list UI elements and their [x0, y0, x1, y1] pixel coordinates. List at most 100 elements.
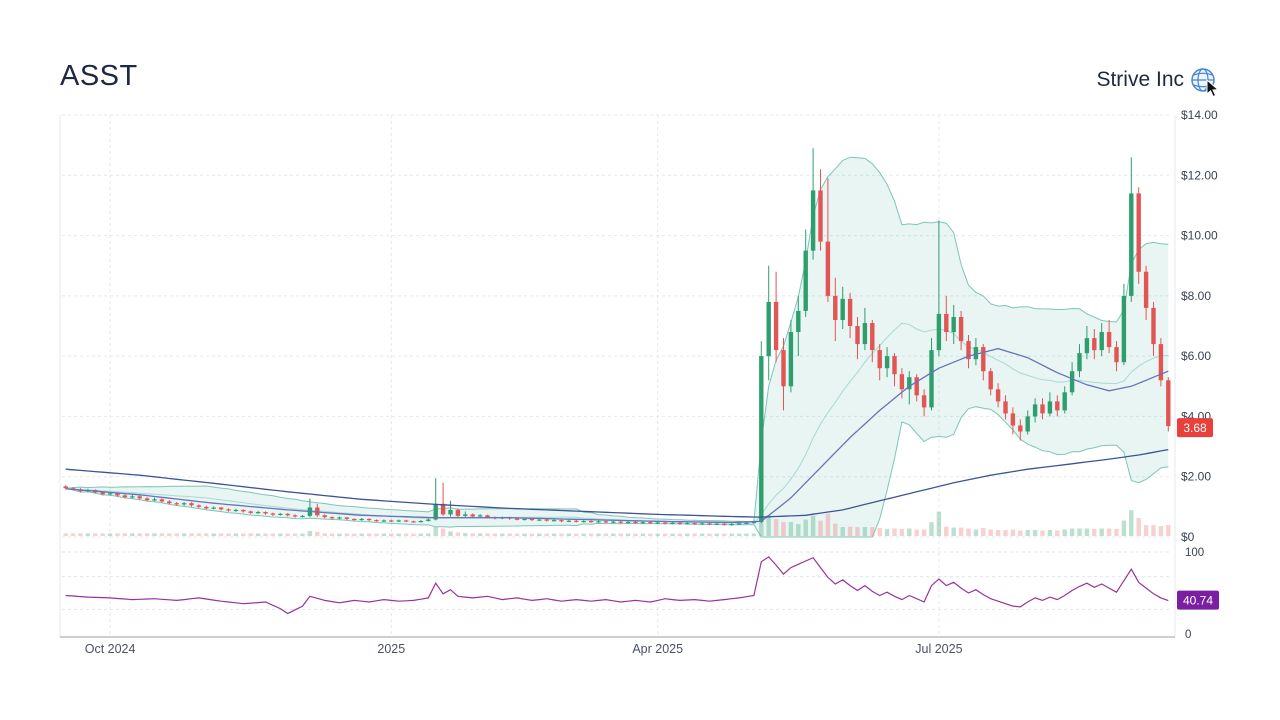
volume-bar	[1136, 518, 1141, 536]
candle-body	[655, 522, 660, 524]
price-tick-label: $10.00	[1181, 229, 1218, 243]
volume-bar	[581, 533, 586, 536]
volume-bar	[381, 533, 387, 536]
candle-body	[463, 514, 468, 516]
volume-bar	[263, 533, 268, 536]
volume-bar	[588, 533, 594, 536]
candle-body	[1018, 425, 1023, 432]
volume-bar	[1062, 529, 1067, 536]
volume-bar	[352, 533, 357, 536]
volume-bar	[1121, 520, 1127, 536]
volume-bar	[492, 533, 498, 536]
sma-slow-line	[65, 448, 1169, 518]
candle-body	[522, 518, 527, 521]
volume-bar	[640, 533, 646, 536]
candle-body	[662, 522, 668, 524]
candle-body	[1121, 295, 1127, 363]
volume-bar	[625, 533, 631, 536]
volume-bar	[818, 520, 823, 536]
price-tick-label: $12.00	[1181, 168, 1218, 182]
candle-body	[677, 522, 683, 524]
candle-body	[825, 241, 831, 296]
volume-bar	[167, 533, 172, 536]
candle-body	[884, 356, 890, 369]
candle-body	[1047, 401, 1053, 414]
volume-bar	[603, 533, 609, 536]
volume-bar	[929, 522, 934, 536]
candle-body	[300, 515, 305, 518]
volume-bar	[300, 533, 305, 536]
x-axis-label: Oct 2024	[85, 642, 136, 656]
candle-body	[433, 503, 438, 520]
candle-body	[115, 493, 120, 496]
candle-body	[759, 356, 764, 522]
volume-bar	[470, 533, 475, 536]
candle-body	[144, 498, 150, 501]
volume-bar	[241, 533, 246, 536]
price-tick-label: $2.00	[1181, 470, 1211, 484]
bollinger-upper-line	[65, 156, 1169, 522]
price-badge-text: 3.68	[1183, 421, 1207, 435]
volume-bar	[389, 533, 394, 536]
x-axis-label: 2025	[377, 642, 405, 656]
candle-body	[196, 505, 202, 507]
candle-body	[1010, 413, 1016, 426]
volume-bar	[1018, 530, 1023, 536]
volume-bar	[773, 519, 779, 536]
volume-bar	[322, 533, 327, 536]
price-tick-label: $6.00	[1181, 349, 1211, 363]
volume-bar	[685, 533, 690, 536]
candle-body	[418, 521, 424, 523]
candle-body	[833, 295, 838, 320]
candle-body	[618, 521, 623, 523]
volume-bar	[329, 533, 335, 536]
candle-body	[470, 514, 475, 517]
candle-body	[551, 520, 557, 522]
volume-bar	[396, 533, 401, 536]
volume-bar	[707, 533, 712, 536]
volume-bar	[63, 533, 68, 536]
candle-body	[596, 521, 601, 523]
volume-bar	[870, 527, 875, 536]
volume-bar	[285, 533, 290, 536]
volume-bar	[130, 533, 135, 536]
volume-bar	[1047, 530, 1053, 536]
volume-bar	[189, 533, 194, 536]
candle-body	[218, 507, 224, 510]
candle-body	[862, 323, 868, 345]
volume-bar	[729, 533, 734, 536]
candle-body	[63, 486, 68, 489]
volume-bar	[463, 533, 468, 536]
volume-bar	[529, 533, 535, 536]
candle-body	[981, 347, 986, 372]
volume-bar	[766, 515, 771, 536]
candle-body	[366, 518, 372, 521]
volume-bar	[973, 529, 979, 536]
candle-body	[958, 317, 964, 342]
volume-bar	[278, 533, 283, 536]
volume-bar	[174, 533, 179, 536]
candle-body	[167, 501, 172, 504]
sma-fast-line	[65, 347, 1169, 524]
candle-body	[847, 298, 853, 326]
candle-body	[973, 347, 979, 360]
candle-body	[588, 521, 594, 523]
volume-bar	[226, 533, 231, 536]
candle-body	[781, 350, 786, 387]
volume-bar	[78, 533, 83, 536]
candle-body	[181, 503, 187, 505]
volume-bar	[884, 529, 890, 536]
candle-body	[1055, 401, 1060, 411]
volume-bar	[418, 533, 424, 536]
candle-body	[455, 509, 461, 516]
volume-bar	[433, 527, 438, 536]
volume-bar	[144, 533, 150, 536]
company-name: Strive Inc	[1096, 68, 1184, 91]
volume-bar	[788, 522, 794, 536]
candle-body	[818, 190, 823, 242]
volume-bar	[736, 533, 742, 536]
bollinger-lower-line	[65, 406, 1169, 538]
volume-bar	[1077, 528, 1082, 536]
volume-bar	[537, 533, 542, 536]
